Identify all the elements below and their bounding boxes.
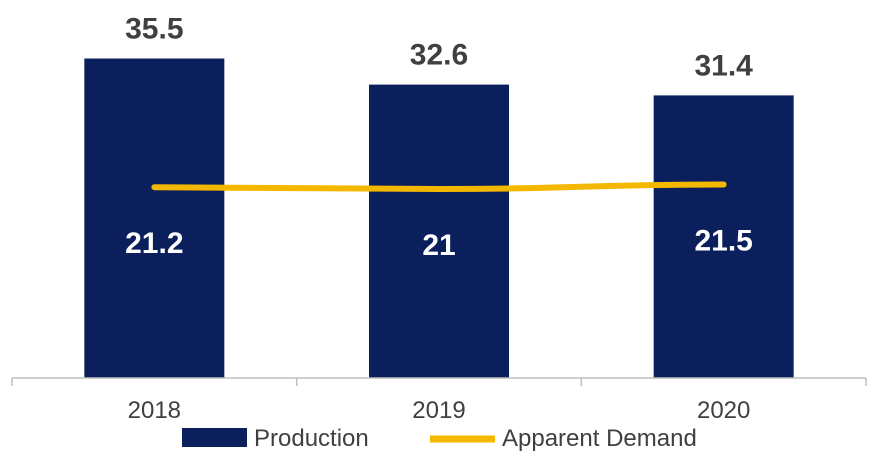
bars-layer [84, 58, 794, 379]
data-label-apparent-demand-2020: 21.5 [694, 225, 752, 258]
data-label-apparent-demand-2018: 21.2 [125, 227, 183, 260]
x-tick-label-2019: 2019 [412, 397, 465, 424]
legend-swatch-production [182, 428, 247, 447]
data-label-production-2020: 31.4 [694, 49, 753, 82]
data-label-production-2019: 32.6 [410, 39, 468, 72]
x-axis: 2018 2019 2020 [11, 377, 867, 424]
legend: Production Apparent Demand [182, 425, 697, 452]
x-tick-label-2020: 2020 [697, 397, 750, 424]
data-label-production-2018: 35.5 [125, 13, 183, 46]
bar-production-2020 [653, 95, 794, 379]
bar-production-2018 [84, 58, 225, 378]
x-tick-label-2018: 2018 [128, 397, 181, 424]
bar-production-2019 [369, 84, 509, 378]
series-line-apparent-demand [151, 181, 727, 193]
legend-label-apparent-demand: Apparent Demand [502, 425, 697, 452]
legend-label-production: Production [254, 425, 369, 452]
data-label-apparent-demand-2019: 21 [422, 229, 455, 262]
data-labels-layer: 35.5 32.6 31.4 21.2 21 21.5 [125, 13, 753, 263]
demand-line-layer [151, 181, 727, 193]
